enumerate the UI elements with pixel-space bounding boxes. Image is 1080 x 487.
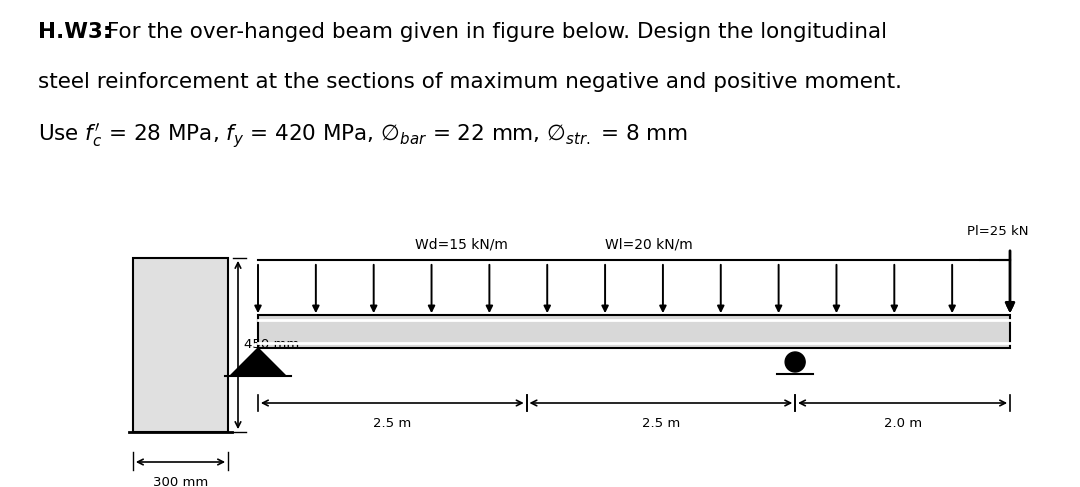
Text: steel reinforcement at the sections of maximum negative and positive moment.: steel reinforcement at the sections of m…	[38, 72, 902, 92]
Text: 2.5 m: 2.5 m	[642, 417, 680, 430]
Bar	[258, 315, 1010, 348]
Text: 2.0 m: 2.0 m	[883, 417, 921, 430]
Text: Pl=25 kN: Pl=25 kN	[968, 225, 1029, 238]
Text: 2.5 m: 2.5 m	[374, 417, 411, 430]
Ellipse shape	[785, 352, 806, 372]
Bar	[133, 258, 228, 432]
Text: Wl=20 kN/m: Wl=20 kN/m	[605, 238, 693, 252]
Text: Wd=15 kN/m: Wd=15 kN/m	[415, 238, 508, 252]
Text: H.W3:: H.W3:	[38, 22, 111, 42]
Text: Use $f_c^{\prime}$ = 28 MPa, $f_y$ = 420 MPa, $\varnothing_{bar}$ = 22 mm, $\var: Use $f_c^{\prime}$ = 28 MPa, $f_y$ = 420…	[38, 122, 688, 150]
Text: 450 mm: 450 mm	[244, 338, 299, 352]
Text: For the over-hanged beam given in figure below. Design the longitudinal: For the over-hanged beam given in figure…	[100, 22, 887, 42]
Polygon shape	[230, 348, 286, 376]
Text: 300 mm: 300 mm	[153, 476, 208, 487]
